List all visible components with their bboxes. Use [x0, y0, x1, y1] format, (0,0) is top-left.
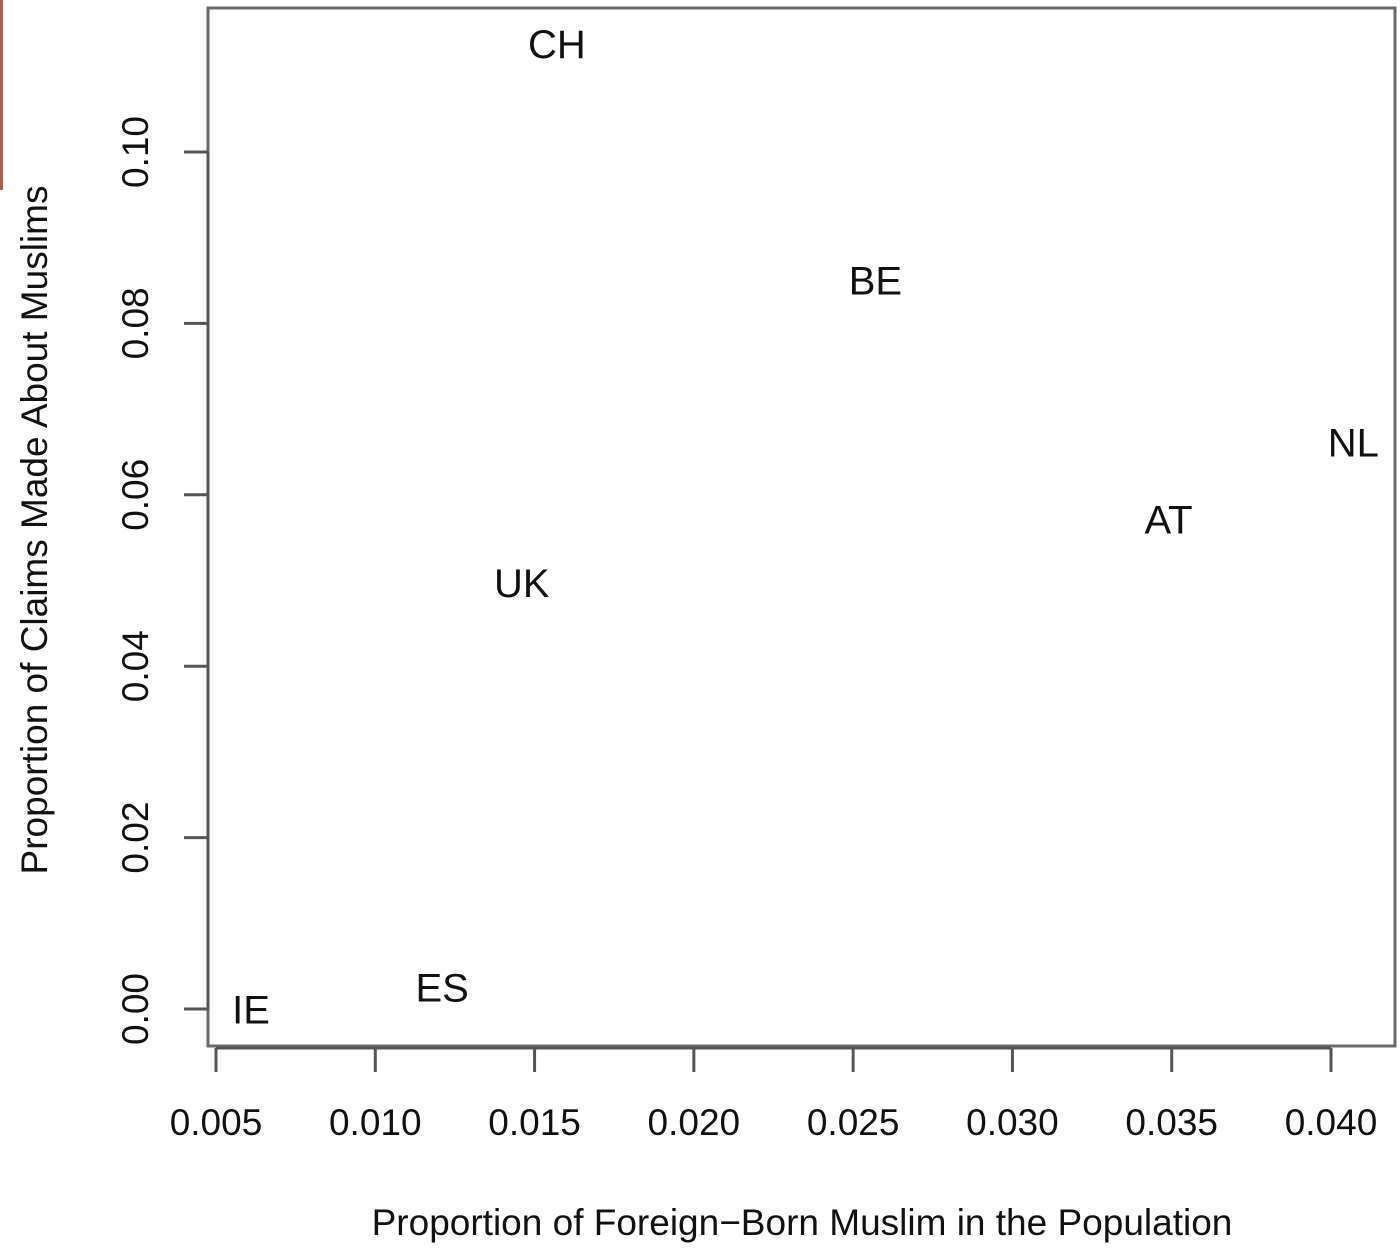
x-tick-label: 0.025	[807, 1102, 900, 1143]
point-label-ch: CH	[528, 23, 586, 67]
x-tick-label: 0.005	[170, 1102, 263, 1143]
y-tick-label: 0.08	[115, 287, 156, 359]
y-axis: 0.00 0.02 0.04 0.06 0.08 0.10	[115, 116, 210, 1045]
y-tick-label: 0.06	[115, 459, 156, 531]
point-label-uk: UK	[494, 562, 550, 606]
y-tick-label: 0.00	[115, 973, 156, 1045]
x-tick-label: 0.010	[329, 1102, 422, 1143]
point-label-be: BE	[849, 259, 902, 303]
data-points: CH BE NL AT UK ES IE	[232, 23, 1379, 1033]
x-tick-label: 0.030	[966, 1102, 1059, 1143]
x-axis-title: Proportion of Foreign−Born Muslim in the…	[372, 1202, 1233, 1243]
y-axis-title: Proportion of Claims Made About Muslims	[14, 186, 55, 875]
x-tick-label: 0.020	[648, 1102, 741, 1143]
point-label-es: ES	[416, 966, 469, 1010]
y-tick-label: 0.02	[115, 802, 156, 874]
x-tick-label: 0.035	[1125, 1102, 1218, 1143]
x-tick-label: 0.040	[1285, 1102, 1378, 1143]
left-edge-accent	[0, 0, 3, 190]
y-tick-label: 0.04	[115, 630, 156, 702]
y-tick-label: 0.10	[115, 116, 156, 188]
point-label-at: AT	[1144, 499, 1192, 543]
plot-frame	[206, 6, 1397, 1048]
x-axis: 0.005 0.010 0.015 0.020 0.025 0.030 0.035 0.040	[170, 1046, 1378, 1143]
point-label-nl: NL	[1328, 421, 1379, 465]
point-label-ie: IE	[232, 989, 270, 1033]
x-tick-label: 0.015	[488, 1102, 581, 1143]
